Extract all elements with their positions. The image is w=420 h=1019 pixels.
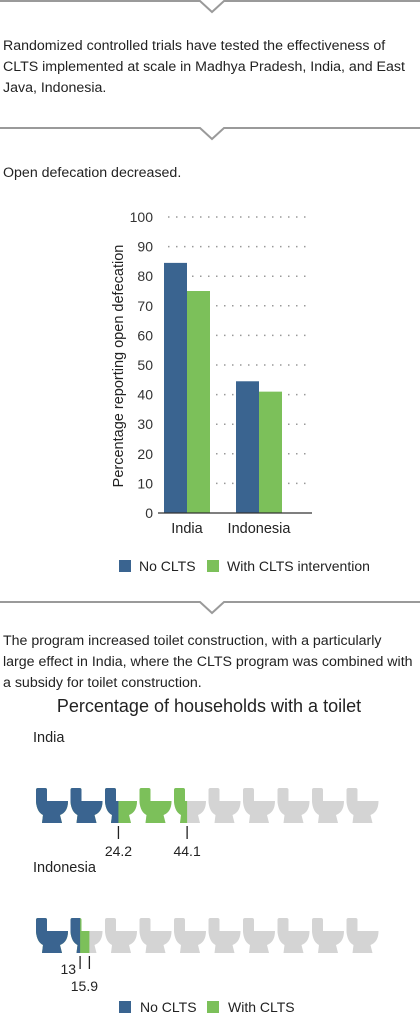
y-tick-label: 30	[137, 416, 153, 432]
legend-label: With CLTS intervention	[227, 558, 370, 574]
pictogram-legend: No CLTS With CLTS	[119, 999, 295, 1015]
y-tick-label: 60	[137, 327, 153, 343]
bar-chart-y-ticks: 0 10 20 30 40 50 60 70 80 90 100	[130, 209, 154, 521]
bar-chart: 0 10 20 30 40 50 60 70 80 90 100 India Indonesia Pe…	[111, 209, 370, 574]
bar-no-clts-indonesia	[236, 381, 259, 513]
group-label: India	[33, 730, 65, 746]
y-tick-label: 0	[145, 505, 153, 521]
bar-with-clts-indonesia	[259, 391, 282, 513]
pictogram-title: Percentage of households with a toilet	[57, 696, 361, 716]
y-axis-label: Percentage reporting open defecation	[111, 245, 127, 488]
toilet-icon	[312, 788, 344, 823]
toilet-icon	[174, 788, 206, 823]
value-label: 24.2	[105, 843, 132, 859]
toilet-icon	[174, 918, 206, 953]
section-divider-top	[0, 0, 420, 14]
section1-title: Open defecation decreased.	[3, 165, 182, 181]
y-tick-label: 20	[137, 446, 153, 462]
x-tick-label: India	[171, 521, 203, 537]
legend-swatch	[207, 560, 219, 572]
intro-text: Randomized controlled trials have tested…	[3, 38, 405, 96]
bar-with-clts-india	[187, 291, 210, 513]
legend-label: No CLTS	[139, 558, 196, 574]
bar-chart-legend: No CLTS With CLTS intervention	[119, 558, 370, 574]
x-tick-label: Indonesia	[228, 521, 292, 537]
toilet-icon	[70, 918, 103, 953]
toilet-icon	[346, 788, 379, 823]
pictogram-group-india: India 24.2 44.1	[33, 730, 379, 859]
toilet-icon	[243, 788, 275, 823]
bar-chart-x-ticks: India Indonesia	[171, 521, 291, 537]
toilet-icon	[346, 918, 379, 953]
value-label: 13	[61, 961, 77, 977]
toilet-icon	[243, 918, 275, 953]
value-label: 15.9	[71, 978, 98, 994]
legend-swatch	[119, 560, 131, 572]
y-tick-label: 40	[137, 387, 153, 403]
section-divider-1	[0, 127, 420, 141]
y-tick-label: 100	[130, 209, 154, 225]
legend-label: No CLTS	[140, 999, 197, 1015]
y-tick-label: 70	[137, 298, 153, 314]
toilet-icon	[36, 788, 68, 823]
toilet-icon	[36, 918, 68, 953]
y-tick-label: 10	[137, 475, 153, 491]
legend-swatch	[207, 1001, 219, 1013]
toilet-icon	[277, 788, 310, 823]
y-tick-label: 80	[137, 268, 153, 284]
group-label: Indonesia	[33, 860, 97, 876]
y-tick-label: 90	[137, 239, 153, 255]
toilet-icon	[105, 918, 137, 953]
toilet-icon	[208, 918, 241, 953]
toilet-icon	[139, 918, 172, 953]
toilet-pictogram-chart: Percentage of households with a toilet I…	[33, 696, 379, 1015]
toilet-icon	[139, 788, 172, 823]
toilet-icon	[208, 788, 241, 823]
value-label: 44.1	[173, 843, 200, 859]
bar-no-clts-india	[164, 262, 187, 513]
toilet-icon	[105, 788, 137, 823]
toilet-icon	[70, 788, 103, 823]
section2-text: The program increased toilet constructio…	[3, 633, 413, 691]
section-divider-2	[0, 601, 420, 615]
y-tick-label: 50	[137, 357, 153, 373]
toilet-icon	[277, 918, 310, 953]
toilet-icon	[312, 918, 344, 953]
bar-chart-bars	[164, 262, 282, 513]
legend-swatch	[119, 1001, 131, 1013]
legend-label: With CLTS	[228, 999, 295, 1015]
